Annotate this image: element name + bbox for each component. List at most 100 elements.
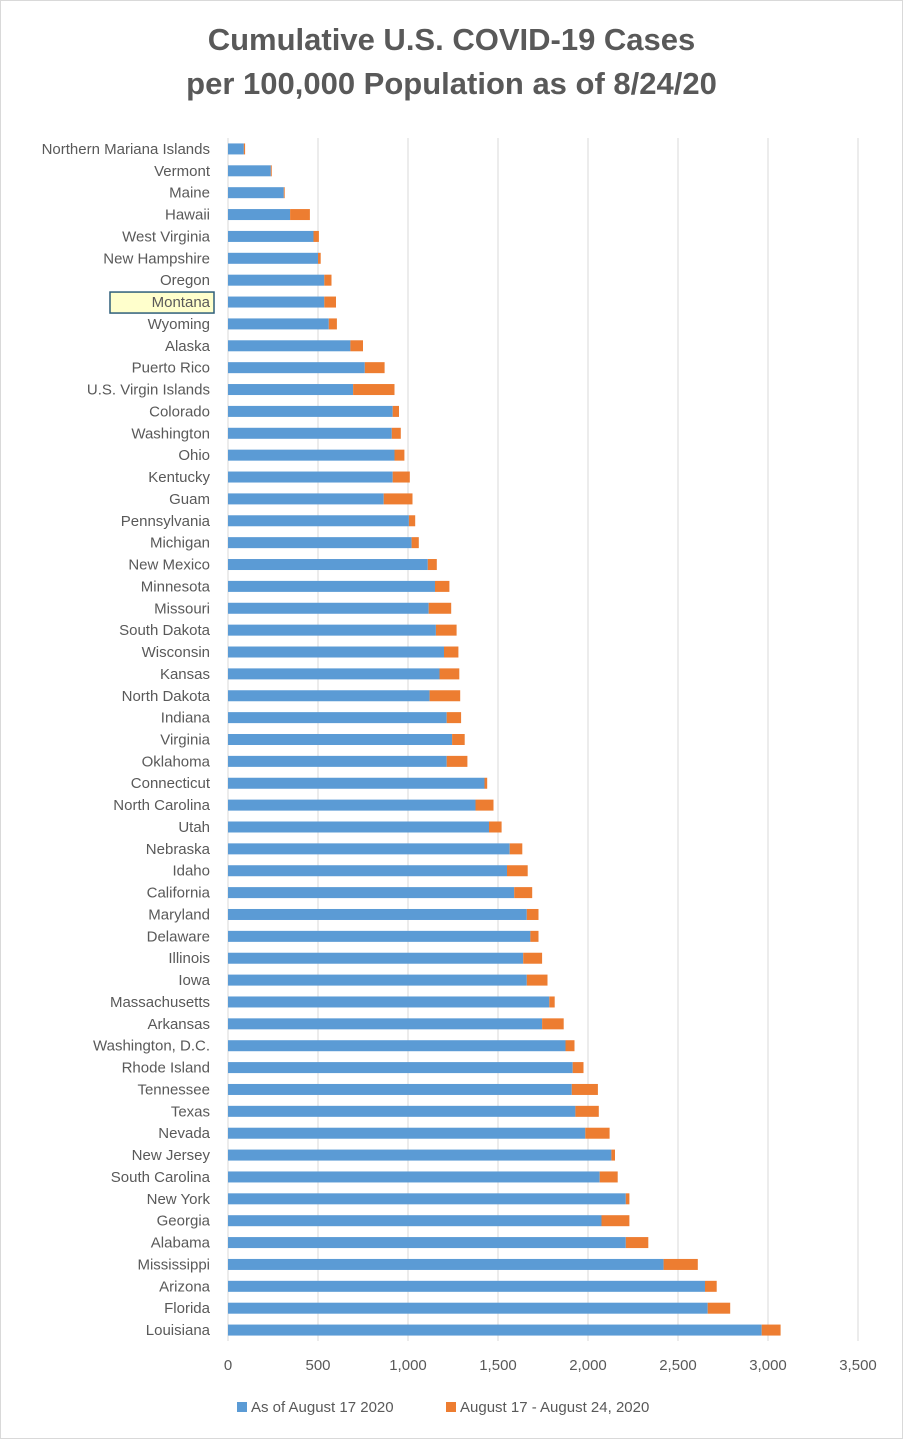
category-label-arizona: Arizona bbox=[159, 1278, 211, 1295]
category-label-virginia: Virginia bbox=[160, 732, 210, 749]
category-label-delaware: Delaware bbox=[147, 928, 210, 945]
bar-aug-17-24-south-dakota bbox=[435, 624, 457, 636]
category-label-ohio: Ohio bbox=[178, 447, 210, 464]
x-tick-label-2500: 2,500 bbox=[659, 1357, 697, 1374]
category-label-illinois: Illinois bbox=[168, 950, 210, 967]
bar-aug-17-24-oregon bbox=[324, 274, 332, 286]
bar-as-of-aug-17-south-dakota bbox=[228, 624, 436, 636]
category-label-west-virginia: West Virginia bbox=[122, 228, 210, 245]
bar-aug-17-24-louisiana bbox=[761, 1324, 781, 1336]
category-label-oklahoma: Oklahoma bbox=[142, 753, 211, 770]
bar-as-of-aug-17-hawaii bbox=[228, 209, 291, 221]
chart-title-line-1: Cumulative U.S. COVID-19 Cases bbox=[207, 22, 696, 57]
x-tick-label-0: 0 bbox=[224, 1357, 232, 1374]
bar-aug-17-24-new-mexico bbox=[427, 559, 437, 571]
bar-as-of-aug-17-virginia bbox=[228, 734, 453, 745]
category-label-northern-mariana-islands: Northern Mariana Islands bbox=[42, 141, 210, 158]
bar-as-of-aug-17-oklahoma bbox=[228, 755, 447, 767]
bar-aug-17-24-montana bbox=[324, 296, 336, 308]
category-label-idaho: Idaho bbox=[172, 863, 210, 880]
bar-aug-17-24-indiana bbox=[446, 712, 462, 724]
bar-aug-17-24-minnesota bbox=[435, 580, 450, 592]
bar-aug-17-24-new-jersey bbox=[611, 1149, 615, 1161]
bar-aug-17-24-new-hampshire bbox=[318, 252, 321, 264]
bar-as-of-aug-17-new-mexico bbox=[228, 559, 428, 571]
bar-aug-17-24-washington bbox=[391, 427, 401, 439]
bar-aug-17-24-rhode-island bbox=[572, 1062, 584, 1074]
category-label-kentucky: Kentucky bbox=[148, 469, 210, 486]
bar-aug-17-24-kentucky bbox=[392, 471, 410, 483]
bar-as-of-aug-17-guam bbox=[228, 493, 384, 505]
bar-as-of-aug-17-louisiana bbox=[228, 1324, 762, 1336]
bar-as-of-aug-17-wisconsin bbox=[228, 646, 444, 658]
bar-as-of-aug-17-arizona bbox=[228, 1280, 705, 1292]
bar-aug-17-24-delaware bbox=[530, 930, 539, 942]
bar-as-of-aug-17-alaska bbox=[228, 340, 351, 352]
bar-aug-17-24-arizona bbox=[705, 1280, 717, 1292]
bar-as-of-aug-17-florida bbox=[228, 1302, 708, 1314]
bar-as-of-aug-17-arkansas bbox=[228, 1018, 543, 1030]
legend: As of August 17 2020 August 17 - August … bbox=[237, 1399, 649, 1416]
category-label-new-hampshire: New Hampshire bbox=[103, 250, 210, 267]
bar-aug-17-24-florida bbox=[707, 1302, 731, 1314]
bar-as-of-aug-17-california bbox=[228, 887, 515, 899]
bar-as-of-aug-17-michigan bbox=[228, 537, 412, 549]
highlight-box-montana bbox=[109, 291, 215, 314]
category-label-alaska: Alaska bbox=[165, 338, 211, 355]
bar-aug-17-24-hawaii bbox=[290, 209, 310, 221]
category-label-wisconsin: Wisconsin bbox=[142, 644, 210, 661]
legend-label-as-of-aug-17: As of August 17 2020 bbox=[251, 1399, 394, 1416]
bar-as-of-aug-17-north-carolina bbox=[228, 799, 476, 811]
bar-as-of-aug-17-idaho bbox=[228, 865, 507, 877]
bar-as-of-aug-17-nevada bbox=[228, 1127, 586, 1139]
category-label-montana: Montana bbox=[152, 294, 211, 311]
category-label-utah: Utah bbox=[178, 819, 210, 836]
category-label-puerto-rico: Puerto Rico bbox=[132, 360, 210, 377]
category-label-florida: Florida bbox=[164, 1300, 211, 1317]
bar-as-of-aug-17-nebraska bbox=[228, 843, 510, 855]
category-label-wyoming: Wyoming bbox=[148, 316, 210, 333]
x-tick-label-1500: 1,500 bbox=[479, 1357, 517, 1374]
category-label-georgia: Georgia bbox=[157, 1213, 211, 1230]
category-label-maine: Maine bbox=[169, 185, 210, 202]
bar-aug-17-24-georgia bbox=[601, 1215, 630, 1227]
x-tick-label-3000: 3,000 bbox=[749, 1357, 787, 1374]
category-label-washington: Washington bbox=[131, 425, 210, 442]
bar-as-of-aug-17-pennsylvania bbox=[228, 515, 409, 527]
bar-as-of-aug-17-colorado bbox=[228, 405, 393, 417]
bar-aug-17-24-vermont bbox=[270, 165, 272, 177]
bar-as-of-aug-17-northern-mariana-islands bbox=[228, 143, 244, 155]
bar-aug-17-24-ohio bbox=[394, 449, 405, 461]
x-tick-label-500: 500 bbox=[305, 1357, 330, 1374]
category-label-colorado: Colorado bbox=[149, 403, 210, 420]
category-labels: Northern Mariana Islands Vermont Maine Hawa… bbox=[42, 141, 215, 1339]
bar-aug-17-24-mississippi bbox=[663, 1258, 698, 1270]
bar-as-of-aug-17-new-hampshire bbox=[228, 252, 318, 264]
category-label-tennessee: Tennessee bbox=[137, 1081, 210, 1098]
bar-as-of-aug-17-kentucky bbox=[228, 471, 393, 483]
category-label-connecticut: Connecticut bbox=[131, 775, 211, 792]
bar-aug-17-24-wyoming bbox=[328, 318, 337, 330]
bar-as-of-aug-17-rhode-island bbox=[228, 1062, 573, 1074]
category-label-washington-d-c: Washington, D.C. bbox=[93, 1038, 210, 1055]
bar-as-of-aug-17-montana bbox=[228, 296, 325, 308]
bar-aug-17-24-nevada bbox=[585, 1127, 610, 1139]
bar-as-of-aug-17-vermont bbox=[228, 165, 271, 177]
category-label-south-carolina: South Carolina bbox=[111, 1169, 211, 1186]
x-axis-ticks: 0 500 1,000 1,500 2,000 2,500 3,000 3,500 bbox=[224, 1357, 877, 1374]
category-label-kansas: Kansas bbox=[160, 666, 210, 683]
bar-aug-17-24-maine bbox=[283, 187, 285, 199]
bar-as-of-aug-17-texas bbox=[228, 1105, 576, 1117]
category-label-alabama: Alabama bbox=[151, 1235, 211, 1252]
category-label-louisiana: Louisiana bbox=[146, 1322, 211, 1339]
bar-as-of-aug-17-connecticut bbox=[228, 777, 485, 789]
category-label-rhode-island: Rhode Island bbox=[122, 1060, 210, 1077]
bar-aug-17-24-connecticut bbox=[484, 777, 488, 789]
x-tick-label-2000: 2,000 bbox=[569, 1357, 607, 1374]
bar-as-of-aug-17-illinois bbox=[228, 952, 524, 964]
bar-as-of-aug-17-new-jersey bbox=[228, 1149, 612, 1161]
bar-aug-17-24-new-york bbox=[625, 1193, 630, 1205]
bar-as-of-aug-17-wyoming bbox=[228, 318, 329, 330]
bar-as-of-aug-17-alabama bbox=[228, 1237, 626, 1249]
category-label-vermont: Vermont bbox=[154, 163, 211, 180]
